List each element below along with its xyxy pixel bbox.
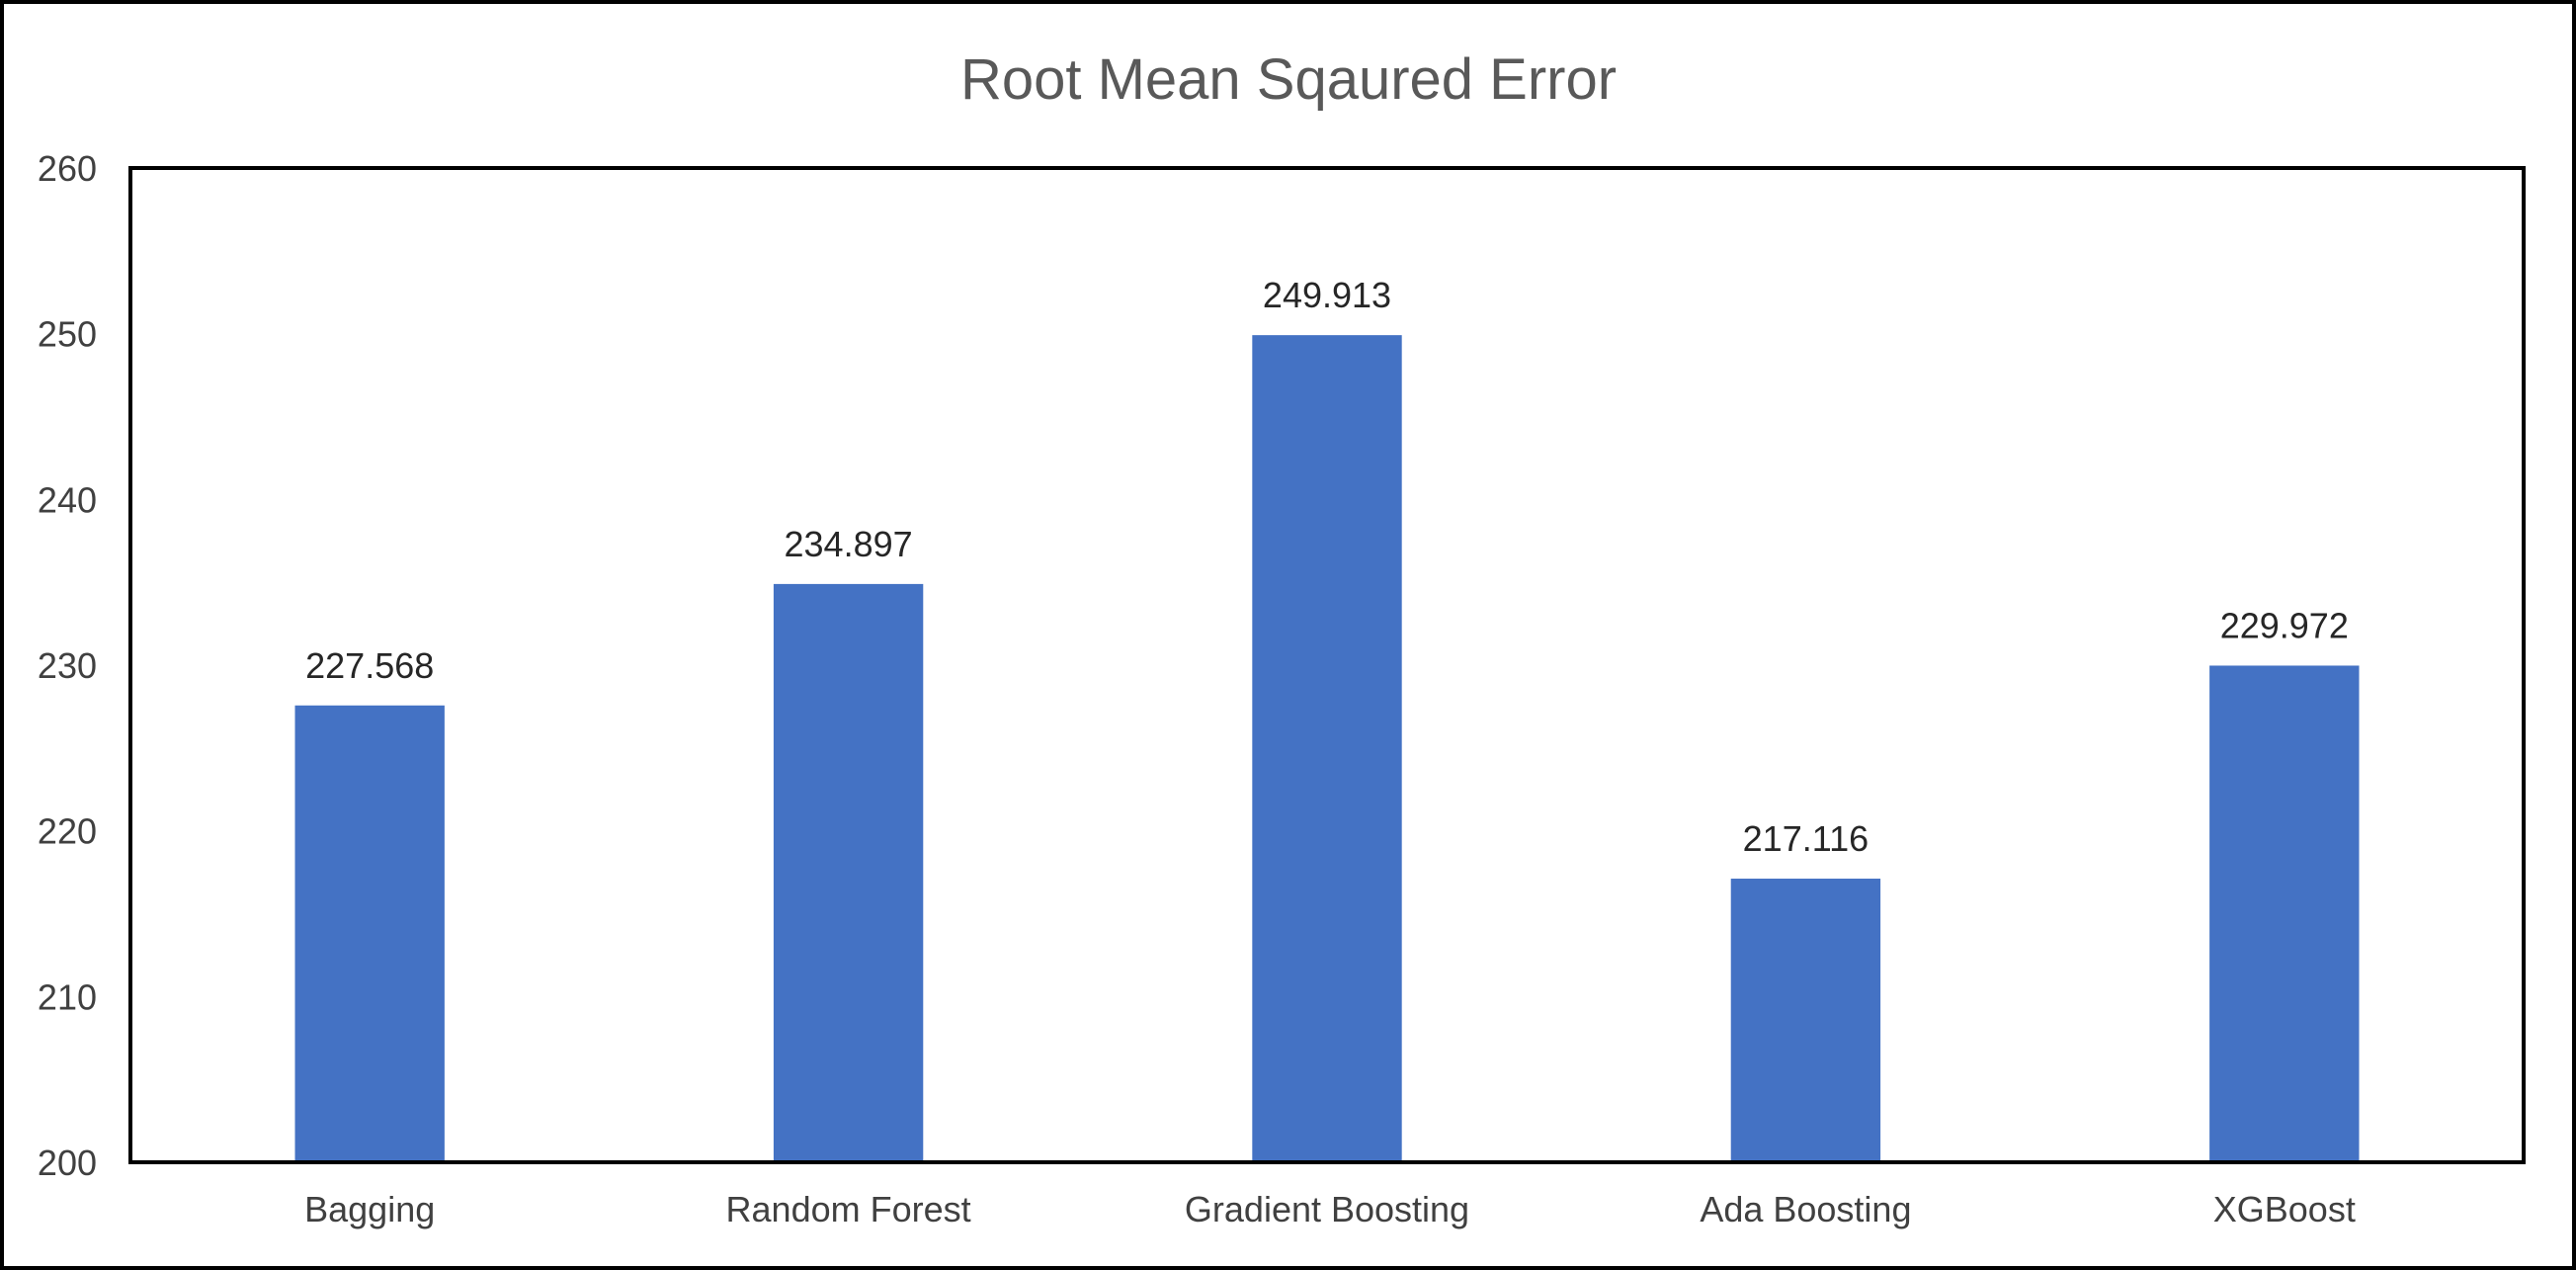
- bar-value-label: 229.972: [2220, 605, 2349, 645]
- bar: [1730, 879, 1881, 1162]
- bar: [1252, 335, 1402, 1162]
- x-category-label: XGBoost: [2213, 1189, 2356, 1229]
- bar: [773, 583, 924, 1162]
- bars: [294, 335, 2360, 1162]
- y-tick-label: 250: [38, 314, 97, 355]
- y-tick-label: 200: [38, 1143, 97, 1183]
- x-category-label: Bagging: [304, 1189, 435, 1229]
- y-tick-label: 240: [38, 479, 97, 520]
- bar: [294, 705, 445, 1162]
- x-axis-categories: Bagging Random Forest Gradient Boosting Ada…: [304, 1189, 2356, 1229]
- x-category-label: Random Forest: [726, 1189, 971, 1229]
- bar-value-label: 227.568: [305, 645, 434, 686]
- chart-title: Root Mean Sqaured Error: [960, 47, 1617, 112]
- y-tick-label: 210: [38, 976, 97, 1017]
- bar-chart: Root Mean Sqaured Error 2002102202302402…: [38, 47, 2526, 1229]
- y-tick-label: 220: [38, 811, 97, 852]
- x-category-label: Gradient Boosting: [1185, 1189, 1469, 1229]
- bar-value-label: 234.897: [785, 524, 913, 564]
- y-tick-label: 230: [38, 645, 97, 686]
- y-axis-ticks: 200 210 220 230 240 250 260: [38, 148, 97, 1183]
- bar-value-label: 249.913: [1263, 275, 1391, 315]
- bar-value-label: 217.116: [1743, 818, 1869, 859]
- y-tick-label: 260: [38, 148, 97, 189]
- x-category-label: Ada Boosting: [1700, 1189, 1911, 1229]
- bar: [2209, 665, 2360, 1162]
- data-labels: 227.568 234.897 249.913 217.116 229.972: [305, 275, 2349, 859]
- plot-area-border: [128, 166, 2526, 1164]
